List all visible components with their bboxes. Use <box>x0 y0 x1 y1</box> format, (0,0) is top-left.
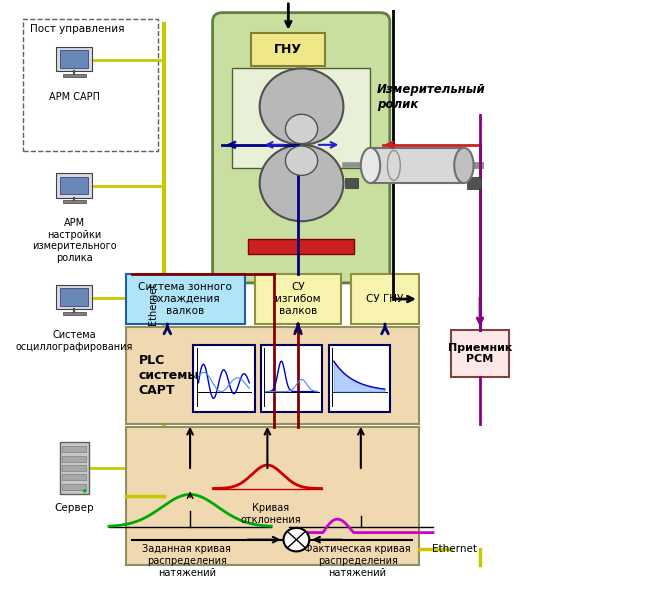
Bar <box>370 148 464 183</box>
Bar <box>193 344 255 412</box>
Text: Ethernet: Ethernet <box>148 283 158 325</box>
Bar <box>251 33 325 65</box>
Text: Фактическая кривая
распределения
натяжений: Фактическая кривая распределения натяжен… <box>304 544 411 578</box>
Bar <box>255 274 341 324</box>
Bar <box>125 327 419 424</box>
Text: СУ
изгибом
валков: СУ изгибом валков <box>275 283 321 316</box>
Circle shape <box>285 146 317 175</box>
Circle shape <box>259 145 343 221</box>
Bar <box>261 344 322 412</box>
Bar <box>232 68 370 169</box>
Bar <box>351 274 419 324</box>
Bar <box>59 442 88 494</box>
Circle shape <box>285 114 317 143</box>
Text: Пост управления: Пост управления <box>30 25 125 34</box>
Bar <box>56 47 92 71</box>
Bar <box>329 344 390 412</box>
Bar <box>62 475 86 481</box>
Circle shape <box>82 489 86 493</box>
Bar <box>345 178 358 188</box>
Bar <box>451 330 509 377</box>
Circle shape <box>284 528 310 551</box>
Text: Заданная кривая
распределения
натяжений: Заданная кривая распределения натяжений <box>143 544 231 578</box>
Circle shape <box>259 68 343 145</box>
Text: АРМ САРП: АРМ САРП <box>49 92 100 102</box>
Bar <box>62 446 86 452</box>
Text: PLC
системы
САРТ: PLC системы САРТ <box>139 353 199 397</box>
Bar <box>60 177 88 194</box>
Ellipse shape <box>361 148 380 183</box>
Ellipse shape <box>454 148 474 183</box>
Bar <box>56 284 92 310</box>
Bar <box>60 50 88 68</box>
Text: Ethernet: Ethernet <box>432 544 477 554</box>
Text: Сервер: Сервер <box>54 503 94 513</box>
Bar <box>63 311 86 315</box>
Bar <box>60 289 88 305</box>
Bar <box>56 173 92 198</box>
Text: Система
осциллографирования: Система осциллографирования <box>15 330 133 352</box>
Bar <box>22 19 158 151</box>
Bar <box>62 484 86 490</box>
Text: Система зонного
охлаждения
валков: Система зонного охлаждения валков <box>139 283 232 316</box>
Bar <box>62 465 86 471</box>
Bar <box>125 274 245 324</box>
Text: Измерительный
ролик: Измерительный ролик <box>377 83 486 111</box>
Bar <box>125 427 419 565</box>
Text: ГНУ: ГНУ <box>275 43 302 56</box>
Bar <box>63 74 86 77</box>
Bar <box>248 239 354 254</box>
FancyBboxPatch shape <box>213 13 390 283</box>
Bar <box>63 200 86 203</box>
Text: АРМ
настройки
измерительного
ролика: АРМ настройки измерительного ролика <box>32 218 116 263</box>
Text: Кривая
отклонения: Кривая отклонения <box>240 503 301 525</box>
Text: СУ ГНУ: СУ ГНУ <box>366 294 404 304</box>
Bar <box>467 177 481 189</box>
Bar <box>62 455 86 461</box>
Text: Приемник
РСМ: Приемник РСМ <box>448 343 512 364</box>
